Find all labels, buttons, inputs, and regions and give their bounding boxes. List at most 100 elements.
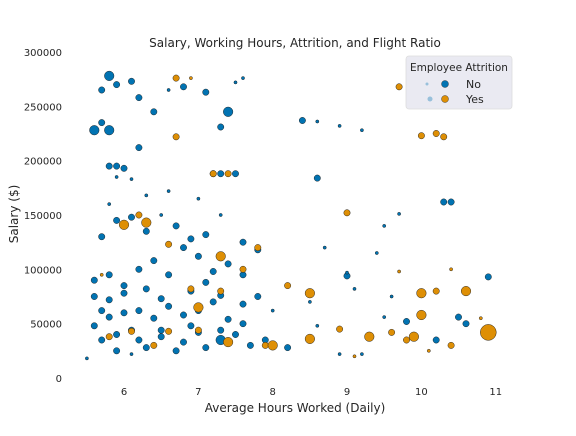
data-point-no — [135, 144, 143, 152]
legend-size-marker-1 — [425, 82, 429, 86]
data-point-yes — [135, 211, 143, 219]
data-point-yes — [254, 244, 262, 252]
data-point-no — [239, 300, 247, 308]
data-point-no — [98, 307, 106, 315]
legend-label-no: No — [466, 78, 481, 91]
data-point-no — [360, 352, 364, 356]
data-point-no — [447, 198, 455, 206]
data-point-no — [105, 271, 113, 279]
data-point-no — [150, 314, 158, 322]
y-axis: 0 50000 100000 150000 200000 250000 300000 — [24, 48, 62, 385]
data-point-no — [129, 177, 134, 181]
data-point-no — [113, 347, 121, 355]
data-point-no — [135, 265, 143, 273]
data-point-yes — [449, 267, 453, 272]
data-point-no — [135, 94, 143, 102]
data-point-yes — [193, 302, 204, 313]
data-point-no — [180, 338, 187, 346]
data-point-yes — [388, 328, 396, 336]
data-point-no — [89, 125, 100, 136]
data-point-yes — [440, 133, 448, 141]
data-point-no — [217, 123, 225, 131]
data-point-no — [105, 313, 113, 321]
data-point-no — [165, 271, 173, 279]
x-tick-label: 11 — [489, 387, 502, 398]
data-point-no — [107, 202, 112, 206]
data-point-no — [284, 344, 292, 352]
data-point-no — [389, 294, 394, 299]
data-point-no — [440, 198, 448, 206]
y-tick-label: 50000 — [30, 320, 62, 331]
data-point-yes — [395, 83, 403, 91]
data-point-no — [120, 282, 128, 290]
data-point-no — [105, 296, 113, 304]
y-tick-label: 300000 — [24, 48, 62, 59]
data-point-yes — [336, 325, 344, 333]
data-point-yes — [194, 326, 202, 334]
data-point-no — [403, 318, 410, 325]
data-point-yes — [172, 74, 180, 82]
data-point-yes — [432, 130, 440, 137]
x-tick-label: 6 — [121, 387, 127, 398]
data-point-no — [98, 86, 106, 94]
data-point-no — [352, 287, 357, 291]
data-point-no — [104, 125, 115, 136]
data-point-yes — [416, 309, 427, 321]
data-point-no — [113, 216, 121, 224]
legend-marker-yes — [441, 95, 449, 103]
data-point-yes — [364, 331, 375, 342]
data-point-no — [98, 336, 106, 344]
data-point-yes — [209, 170, 217, 178]
data-point-no — [224, 315, 232, 323]
data-point-no — [232, 331, 239, 338]
data-point-yes — [141, 217, 152, 228]
data-point-no — [180, 244, 187, 252]
data-point-no — [105, 162, 113, 170]
data-point-no — [218, 213, 223, 217]
x-tick-label: 9 — [344, 387, 350, 398]
data-point-no — [223, 106, 234, 117]
data-point-yes — [478, 316, 483, 321]
data-point-no — [120, 309, 128, 317]
data-point-no — [315, 323, 320, 328]
data-point-no — [165, 302, 173, 310]
data-point-no — [202, 278, 210, 286]
data-point-no — [98, 233, 106, 241]
data-point-no — [202, 88, 210, 96]
data-point-no — [113, 81, 121, 89]
data-point-yes — [187, 285, 195, 293]
data-point-no — [180, 83, 187, 91]
data-point-no — [166, 189, 171, 193]
data-point-yes — [172, 133, 180, 141]
data-point-yes — [417, 132, 425, 140]
data-point-no — [432, 336, 440, 344]
data-point-no — [150, 257, 158, 265]
data-points — [85, 70, 497, 361]
data-point-yes — [261, 341, 269, 349]
data-point-no — [187, 322, 195, 330]
data-point-yes — [480, 324, 497, 341]
x-axis: 6 7 8 9 10 11 — [121, 387, 502, 398]
data-point-no — [313, 174, 321, 182]
data-point-yes — [416, 288, 427, 299]
data-point-no — [128, 77, 135, 85]
data-point-no — [270, 308, 275, 313]
data-point-no — [239, 238, 247, 246]
data-point-no — [209, 298, 217, 306]
data-point-no — [209, 268, 217, 275]
data-point-no — [172, 347, 180, 355]
data-point-yes — [99, 272, 104, 277]
data-point-no — [120, 164, 128, 172]
data-point-no — [254, 293, 262, 300]
y-tick-label: 100000 — [24, 265, 62, 276]
legend-title: Employee Attrition — [410, 62, 508, 74]
data-point-yes — [460, 286, 472, 297]
data-point-no — [187, 235, 195, 243]
data-point-no — [180, 311, 187, 319]
data-point-no — [345, 270, 349, 275]
x-tick-label: 8 — [270, 387, 276, 398]
data-point-no — [202, 231, 210, 239]
data-point-yes — [397, 269, 401, 274]
